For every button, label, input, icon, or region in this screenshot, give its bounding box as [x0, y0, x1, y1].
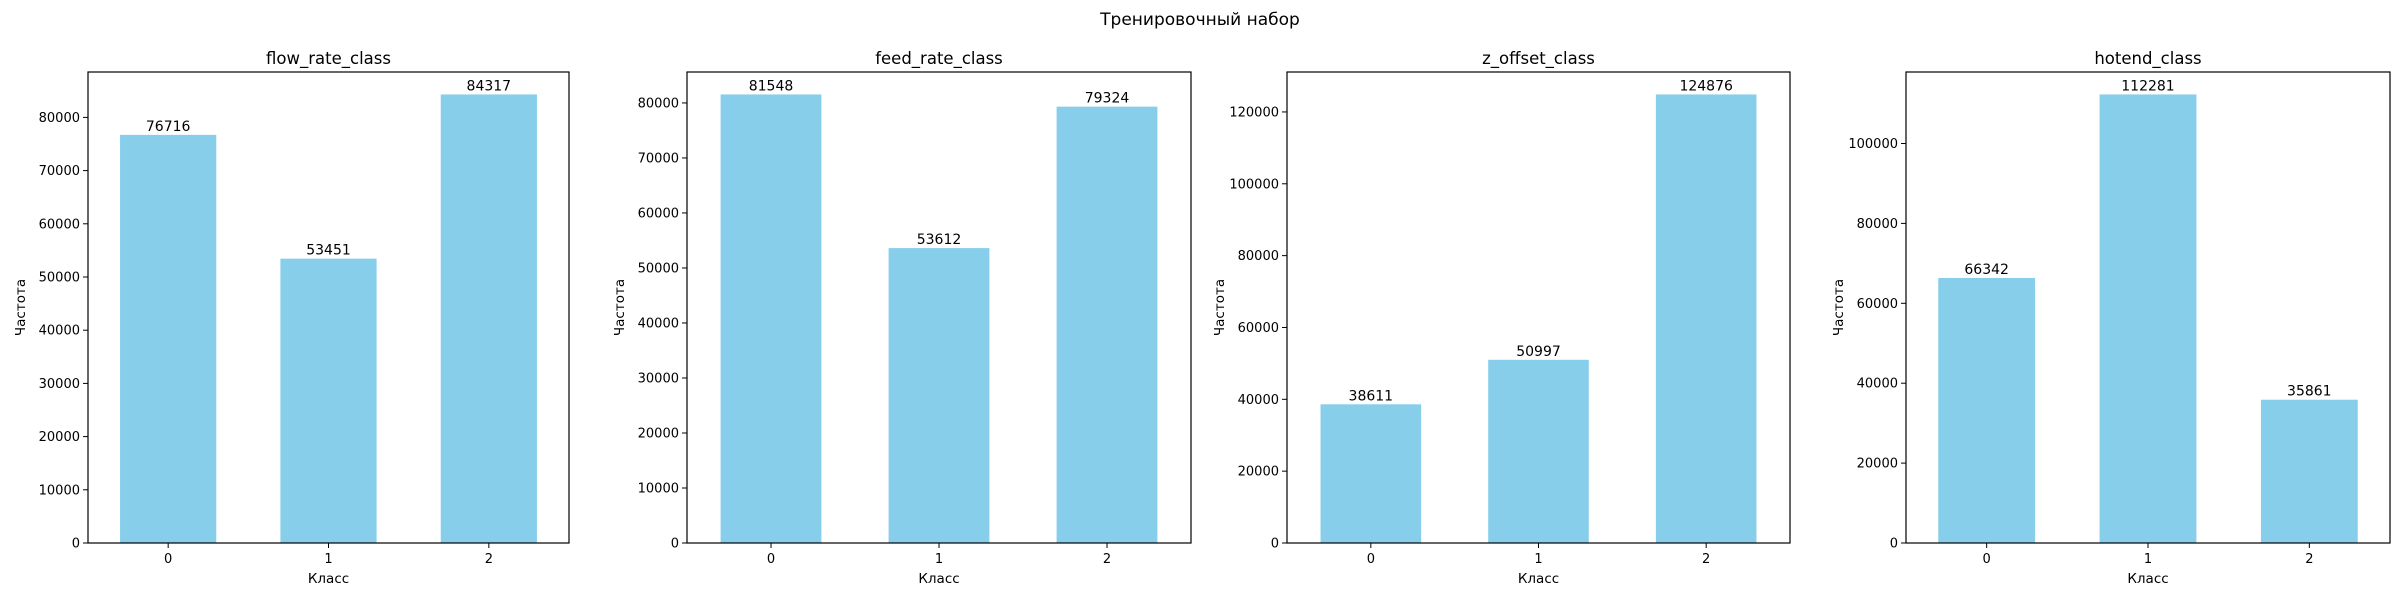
y-tick-label: 60000: [1238, 321, 1279, 336]
y-tick-label: 60000: [1857, 297, 1898, 312]
y-tick-label: 60000: [39, 217, 80, 232]
chart-panel-0: 76716 53451 84317 0 1 2 0 10000 20000 30000 40000 5…: [13, 49, 570, 587]
bar-value-label: 112281: [2121, 78, 2174, 94]
bar-value-label: 53612: [917, 232, 962, 248]
y-tick-label: 80000: [638, 96, 679, 111]
y-tick-label: 10000: [638, 481, 679, 496]
chart-title: flow_rate_class: [266, 49, 391, 69]
chart-panel-2: 38611 50997 124876 0 1 2 0 20000 40000 60000 80000…: [1212, 49, 1791, 587]
bar-value-label: 53451: [306, 243, 351, 259]
y-tick-label: 80000: [39, 111, 80, 126]
x-axis-label: Класс: [308, 571, 349, 587]
x-tick-label: 0: [164, 552, 172, 567]
y-tick-label: 0: [1890, 537, 1898, 552]
y-axis-label: Частота: [1831, 279, 1847, 336]
y-tick-label: 70000: [638, 151, 679, 166]
x-axis-label: Класс: [2127, 571, 2168, 587]
bar: [720, 94, 822, 544]
chart-panel-1: 81548 53612 79324 0 1 2 0 10000 20000 30000 40000 5…: [612, 49, 1192, 587]
y-tick-label: 0: [72, 537, 80, 552]
bar: [280, 258, 377, 543]
y-tick-label: 60000: [638, 206, 679, 221]
x-tick-label: 1: [1534, 552, 1542, 567]
y-tick-label: 0: [1271, 537, 1279, 552]
y-tick-label: 100000: [1229, 177, 1279, 192]
bar: [2099, 94, 2197, 544]
bar: [1320, 404, 1422, 543]
x-tick-label: 1: [2144, 552, 2152, 567]
bar-value-label: 66342: [1964, 262, 2009, 278]
bar-value-label: 38611: [1349, 388, 1394, 404]
bar-value-label: 124876: [1679, 78, 1733, 94]
chart-title: z_offset_class: [1482, 49, 1595, 69]
chart-title: feed_rate_class: [875, 49, 1003, 69]
y-tick-label: 80000: [1857, 217, 1898, 232]
y-tick-label: 40000: [1857, 377, 1898, 392]
figure-suptitle: Тренировочный набор: [1099, 10, 1300, 30]
y-tick-label: 40000: [638, 316, 679, 331]
x-tick-label: 2: [2305, 552, 2313, 567]
x-axis-label: Класс: [918, 571, 959, 587]
chart-panel-3: 66342 112281 35861 0 1 2 0 20000 40000 60000 80000…: [1831, 49, 2391, 587]
y-tick-label: 10000: [39, 483, 80, 498]
y-tick-label: 30000: [638, 371, 679, 386]
chart-title: hotend_class: [2094, 49, 2201, 69]
y-tick-label: 40000: [1238, 393, 1279, 408]
bar: [2260, 399, 2358, 543]
bar-value-label: 84317: [467, 78, 512, 94]
x-tick-label: 2: [1103, 552, 1111, 567]
bar: [1056, 106, 1158, 543]
bar-value-label: 79324: [1085, 91, 1130, 107]
x-tick-label: 0: [1983, 552, 1991, 567]
bar-value-label: 35861: [2287, 384, 2332, 400]
bar: [1655, 94, 1757, 544]
x-tick-label: 0: [1367, 552, 1375, 567]
y-tick-label: 0: [671, 537, 679, 552]
y-tick-label: 70000: [39, 164, 80, 179]
y-tick-label: 20000: [39, 430, 80, 445]
y-tick-label: 80000: [1238, 249, 1279, 264]
bar-value-label: 76716: [146, 119, 191, 135]
y-axis-label: Частота: [13, 279, 29, 336]
y-tick-label: 50000: [638, 261, 679, 276]
x-tick-label: 0: [767, 552, 775, 567]
y-tick-label: 40000: [39, 324, 80, 339]
bar-value-label: 50997: [1516, 344, 1561, 360]
y-axis-label: Частота: [1212, 279, 1228, 336]
bar: [888, 248, 990, 543]
y-tick-label: 20000: [638, 426, 679, 441]
bar: [440, 94, 537, 544]
y-tick-label: 120000: [1229, 105, 1279, 120]
y-tick-label: 30000: [39, 377, 80, 392]
y-tick-label: 100000: [1848, 137, 1898, 152]
x-axis-label: Класс: [1518, 571, 1559, 587]
y-tick-label: 50000: [39, 270, 80, 285]
x-tick-label: 2: [485, 552, 493, 567]
y-tick-label: 20000: [1238, 465, 1279, 480]
x-tick-label: 2: [1702, 552, 1710, 567]
y-axis-label: Частота: [612, 279, 628, 336]
y-tick-label: 20000: [1857, 457, 1898, 472]
x-tick-label: 1: [935, 552, 943, 567]
bar-value-label: 81548: [749, 78, 794, 94]
bar: [120, 134, 217, 543]
bar: [1938, 277, 2036, 543]
x-tick-label: 1: [324, 552, 332, 567]
bar: [1488, 359, 1589, 543]
